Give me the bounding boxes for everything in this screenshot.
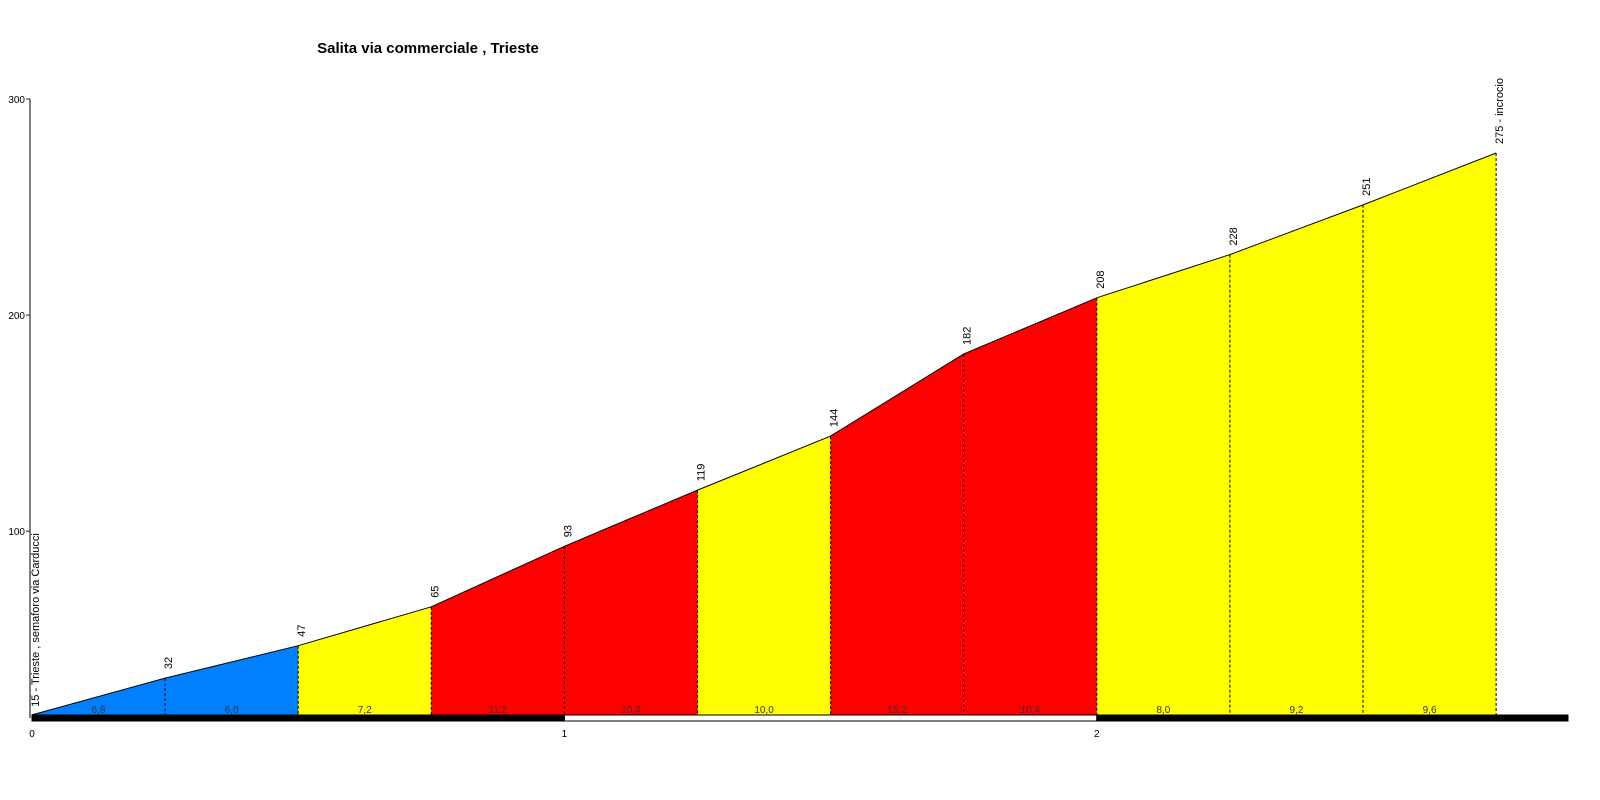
point-label: 182 — [962, 327, 974, 345]
y-tick-label: 100 — [8, 527, 25, 538]
point-label: 275 - incrocio — [1494, 78, 1506, 144]
segment — [564, 490, 698, 717]
gradient-label: 10,4 — [621, 705, 641, 716]
segment — [830, 353, 964, 717]
chart-title: Salita via commerciale , Trieste — [317, 40, 539, 57]
point-label: 228 — [1228, 227, 1240, 245]
y-tick-label: 300 — [8, 95, 25, 106]
gradient-label: 10,4 — [1021, 705, 1041, 716]
segment — [697, 436, 831, 717]
x-tick-label: 1 — [562, 729, 568, 740]
km-bar — [563, 714, 1098, 722]
segment — [32, 678, 166, 717]
gradient-label: 9,6 — [1423, 705, 1437, 716]
y-tick-label: 200 — [8, 311, 25, 322]
gradient-label: 6,0 — [225, 705, 239, 716]
segment — [963, 297, 1097, 717]
gradient-label: 11,2 — [488, 705, 507, 716]
gradient-label: 15,2 — [887, 705, 907, 716]
point-label: 251 — [1361, 178, 1373, 196]
segment — [298, 606, 432, 717]
segment — [165, 645, 299, 717]
point-label: 65 — [429, 586, 441, 598]
point-label: 144 — [829, 409, 841, 427]
gradient-label: 10,0 — [754, 705, 774, 716]
point-label: 15 - Trieste , semaforo via Carducci — [30, 533, 42, 707]
gradient-label: 8,0 — [1156, 705, 1170, 716]
km-bar — [1096, 714, 1569, 722]
gradient-label: 6,8 — [92, 705, 106, 716]
km-bar — [31, 714, 565, 722]
point-label: 47 — [296, 624, 308, 636]
segment — [431, 546, 565, 717]
point-label: 208 — [1095, 270, 1107, 288]
segment — [1096, 254, 1230, 717]
gradient-label: 7,2 — [358, 705, 372, 716]
point-label: 32 — [163, 657, 175, 669]
gradient-label: 9,2 — [1290, 705, 1304, 716]
segment — [1363, 153, 1497, 717]
point-label: 93 — [562, 525, 574, 537]
x-tick-label: 2 — [1094, 729, 1100, 740]
point-label: 119 — [696, 464, 708, 482]
profile-line — [31, 152, 1497, 716]
segment — [1229, 204, 1364, 718]
x-tick-label: 0 — [29, 729, 35, 740]
